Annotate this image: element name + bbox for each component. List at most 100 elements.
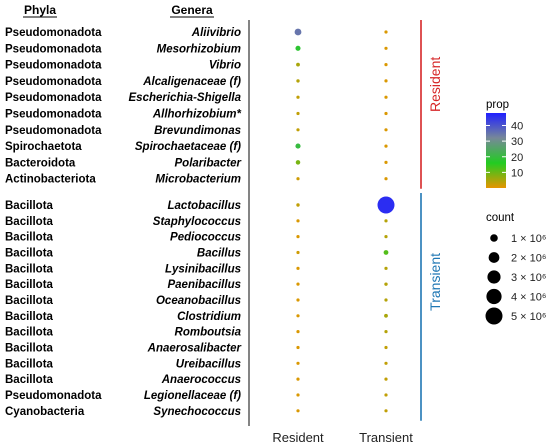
phylum-label: Pseudomonadota	[5, 27, 102, 39]
data-point	[296, 298, 300, 302]
color-legend-title: prop	[486, 99, 509, 111]
phylum-label: Bacillota	[5, 263, 54, 275]
phylum-label: Bacillota	[5, 247, 54, 259]
row-labels: Pseudomonadota Aliivibrio Pseudomonadota Me…	[5, 27, 242, 418]
data-point	[296, 128, 300, 132]
data-point	[384, 219, 388, 223]
data-point	[384, 235, 388, 239]
phylum-label: Bacillota	[5, 327, 54, 339]
size-legend-circle	[486, 288, 502, 305]
data-point	[384, 111, 388, 116]
data-point	[384, 30, 388, 34]
data-point	[384, 298, 388, 302]
genus-label: Synechococcus	[153, 406, 241, 418]
genus-label: Vibrio	[209, 60, 241, 72]
genus-label: Anaerosalibacter	[147, 342, 242, 354]
phylum-label: Pseudomonadota	[5, 109, 102, 121]
data-point	[296, 393, 300, 397]
phylum-label: Spirochaetota	[5, 141, 82, 153]
phylum-label: Pseudomonadota	[5, 92, 102, 104]
phylum-label: Bacillota	[5, 216, 54, 228]
data-point	[384, 266, 388, 270]
size-legend-label: 4 × 10⁶	[511, 292, 546, 304]
data-point	[296, 203, 300, 207]
data-point	[296, 377, 300, 381]
color-legend-bar	[486, 113, 506, 188]
color-legend-tick-label: 40	[511, 121, 523, 133]
data-point	[296, 330, 300, 334]
phylum-label: Cyanobacteria	[5, 406, 85, 418]
phyla-header: Phyla	[24, 3, 56, 17]
phylum-label: Pseudomonadota	[5, 60, 102, 72]
size-legend-label: 1 × 10⁶	[511, 233, 546, 245]
phylum-label: Pseudomonadota	[5, 43, 102, 55]
data-point	[296, 266, 300, 270]
data-point	[295, 45, 301, 51]
data-point	[296, 361, 300, 365]
group-label: Resident	[427, 57, 443, 112]
data-point	[296, 235, 300, 239]
genus-label: Legionellaceae (f)	[144, 390, 241, 402]
group-brackets: Resident Transient	[420, 20, 443, 421]
phylum-label: Bacillota	[5, 342, 54, 354]
genus-label: Pediococcus	[170, 232, 241, 244]
data-point	[296, 282, 300, 286]
data-point	[384, 46, 388, 50]
x-tick-label: Transient	[359, 430, 413, 445]
size-legend-label: 3 × 10⁶	[511, 272, 546, 284]
genus-label: Lysinibacillus	[165, 263, 241, 275]
size-legend-circle	[488, 252, 500, 263]
data-point	[296, 79, 300, 83]
size-legend-circle	[487, 270, 501, 284]
size-legend-circle	[485, 307, 503, 325]
size-legend-label: 2 × 10⁶	[511, 253, 546, 265]
data-point	[295, 143, 301, 149]
genus-label: Aliivibrio	[191, 27, 241, 39]
genus-label: Staphylococcus	[153, 216, 241, 228]
data-point	[384, 63, 388, 67]
phylum-label: Bacillota	[5, 374, 54, 386]
genus-label: Bacillus	[197, 247, 241, 259]
data-point	[384, 409, 388, 413]
group-label: Transient	[427, 253, 443, 311]
data-point	[384, 330, 388, 334]
data-point	[295, 160, 301, 165]
genus-label: Microbacterium	[155, 174, 241, 186]
data-point	[294, 28, 302, 36]
data-point	[296, 250, 300, 255]
data-point	[384, 393, 388, 397]
genus-label: Brevundimonas	[154, 125, 241, 137]
genus-label: Allhorhizobium*	[152, 109, 242, 121]
genus-label: Escherichia-Shigella	[129, 92, 242, 104]
data-point	[384, 79, 388, 83]
data-points	[294, 28, 395, 413]
column-headers: Phyla Genera	[23, 3, 214, 18]
data-point	[296, 95, 300, 99]
phylum-label: Bacillota	[5, 311, 54, 323]
size-legend: count 1 × 10⁶ 2 × 10⁶ 3 × 10⁶ 4 × 10⁶ 5 × 10…	[485, 212, 546, 325]
phylum-label: Bacillota	[5, 232, 54, 244]
genus-label: Paenibacillus	[167, 279, 241, 291]
data-point	[384, 282, 388, 286]
size-legend-title: count	[486, 212, 515, 224]
phylum-label: Bacillota	[5, 295, 54, 307]
data-point	[384, 95, 388, 99]
genera-header: Genera	[171, 3, 213, 17]
color-legend: prop 10 20 30 40	[486, 99, 523, 188]
data-point	[384, 313, 388, 318]
x-axis-ticks: Resident Transient	[272, 430, 413, 445]
size-legend-label: 5 × 10⁶	[511, 311, 546, 323]
genus-label: Ureibacillus	[176, 358, 241, 370]
phylum-label: Bacillota	[5, 358, 54, 370]
color-legend-tick-label: 10	[511, 167, 523, 179]
phylum-label: Pseudomonadota	[5, 76, 102, 88]
data-point	[384, 345, 388, 350]
genus-label: Romboutsia	[175, 327, 242, 339]
phylum-label: Pseudomonadota	[5, 390, 102, 402]
genus-label: Alcaligenaceae (f)	[142, 76, 241, 88]
phylum-label: Bacillota	[5, 279, 54, 291]
phylum-label: Actinobacteriota	[5, 174, 96, 186]
data-point	[296, 409, 300, 413]
x-tick-label: Resident	[272, 430, 324, 445]
